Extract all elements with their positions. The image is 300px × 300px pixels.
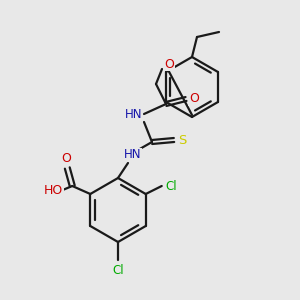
Text: O: O <box>189 92 199 106</box>
Text: HN: HN <box>125 109 143 122</box>
Text: S: S <box>178 134 186 146</box>
Text: Cl: Cl <box>112 265 124 278</box>
Text: HO: HO <box>44 184 63 197</box>
Text: Cl: Cl <box>165 179 176 193</box>
Text: HN: HN <box>124 148 142 161</box>
Text: O: O <box>164 58 174 70</box>
Text: O: O <box>61 152 71 166</box>
